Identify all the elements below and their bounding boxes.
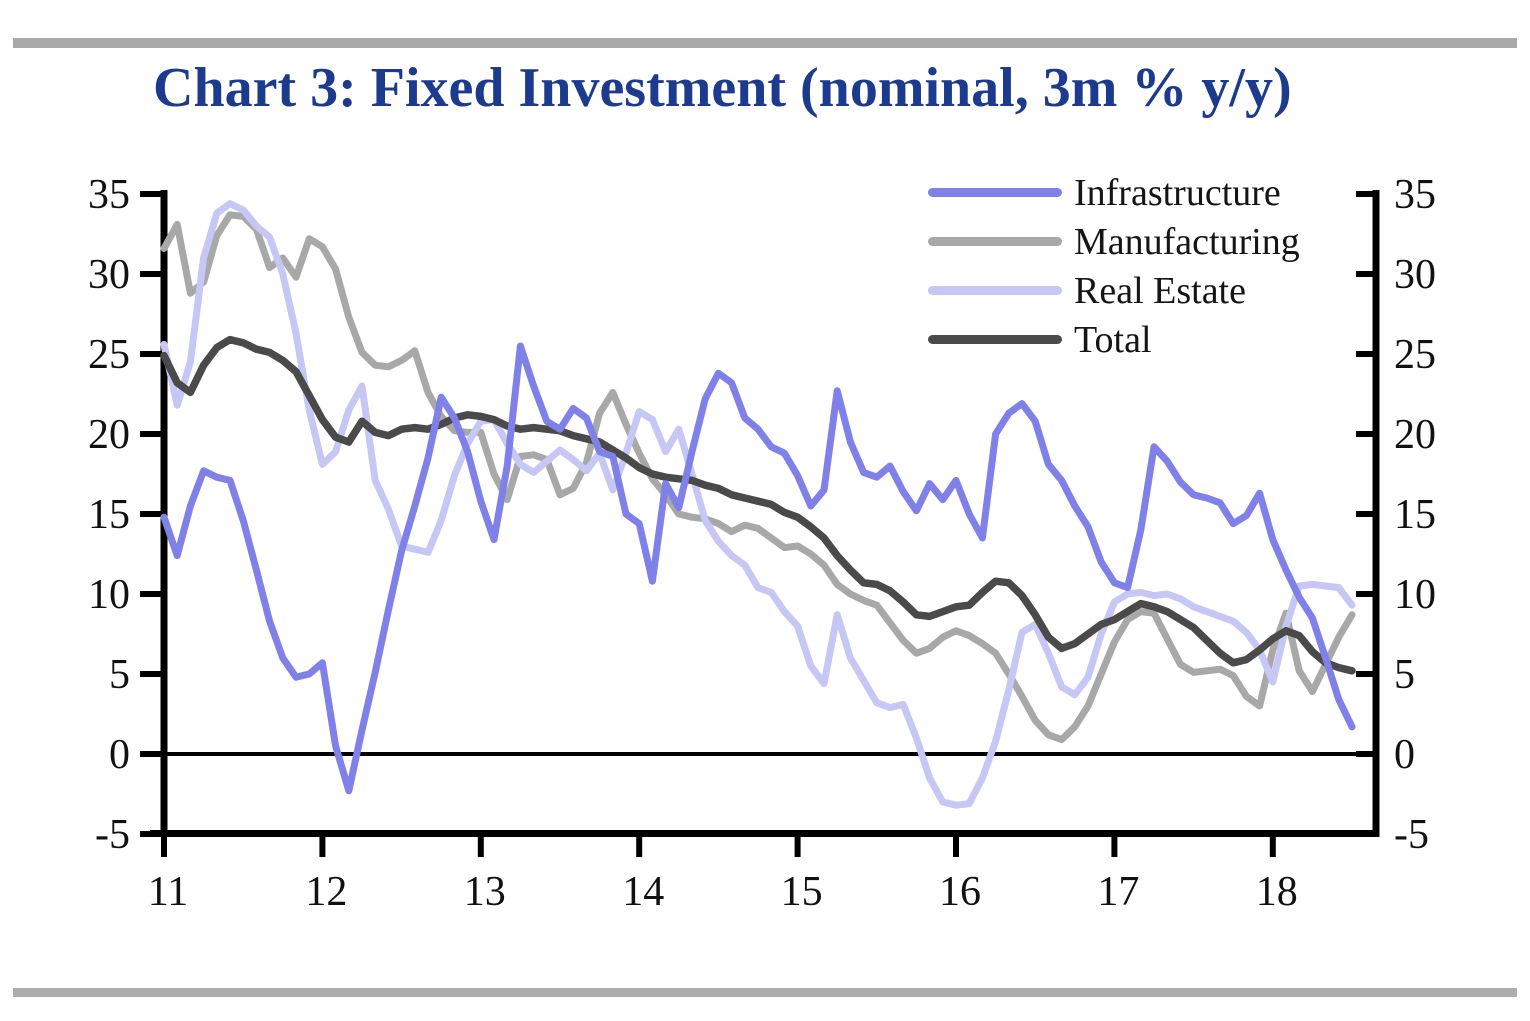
- y-tick-label-right: 0: [1394, 732, 1415, 778]
- legend-swatch-manufacturing: [928, 237, 1062, 246]
- x-tick-label: 11: [148, 869, 188, 915]
- y-tick-label-left: 30: [88, 252, 130, 298]
- y-tick-label-left: 0: [109, 732, 130, 778]
- y-tick-label-left: -5: [95, 812, 130, 858]
- legend-swatch-real-estate: [928, 286, 1062, 295]
- y-tick-label-right: 5: [1394, 652, 1415, 698]
- series-lines: [160, 200, 1356, 809]
- legend-label-infrastructure: Infrastructure: [1074, 171, 1281, 214]
- legend-swatch-total: [928, 335, 1062, 344]
- legend: Infrastructure Manufacturing Real Estate To…: [928, 168, 1300, 364]
- x-tick-label: 18: [1256, 869, 1298, 915]
- x-tick-label: 17: [1097, 869, 1139, 915]
- x-tick-label: 16: [939, 869, 981, 915]
- y-tick-label-left: 15: [88, 492, 130, 538]
- y-tick-label-right: 30: [1394, 252, 1436, 298]
- series-line-real-estate: [160, 200, 1356, 809]
- y-tick-label-left: 20: [88, 412, 130, 458]
- y-tick-label-right: -5: [1394, 812, 1429, 858]
- legend-label-manufacturing: Manufacturing: [1074, 220, 1300, 263]
- legend-item-infrastructure: Infrastructure: [928, 168, 1300, 217]
- legend-swatch-infrastructure: [928, 188, 1062, 197]
- x-tick-label: 15: [781, 869, 823, 915]
- series-line-total: [160, 335, 1356, 675]
- legend-item-total: Total: [928, 315, 1300, 364]
- bottom-divider: [13, 988, 1517, 997]
- y-tick-label-left: 25: [88, 332, 130, 378]
- y-tick-label-right: 35: [1394, 172, 1436, 218]
- y-tick-label-left: 35: [88, 172, 130, 218]
- series-line-manufacturing: [160, 211, 1356, 744]
- y-tick-label-right: 15: [1394, 492, 1436, 538]
- y-tick-label-right: 20: [1394, 412, 1436, 458]
- x-tick-label: 12: [305, 869, 347, 915]
- series-line-infrastructure: [160, 342, 1356, 795]
- y-tick-label-right: 10: [1394, 572, 1436, 618]
- legend-item-real-estate: Real Estate: [928, 266, 1300, 315]
- legend-label-total: Total: [1074, 318, 1152, 361]
- axes: 35 35 30 30 25 25 20 20 15 15 10 10 5 5 0 0 -5 -5 11 12 13 14…: [88, 172, 1436, 915]
- chart-title: Chart 3: Fixed Investment (nominal, 3m %…: [153, 57, 1292, 119]
- y-tick-label-left: 5: [109, 652, 130, 698]
- x-tick-label: 13: [464, 869, 506, 915]
- legend-item-manufacturing: Manufacturing: [928, 217, 1300, 266]
- y-tick-label-left: 10: [88, 572, 130, 618]
- legend-label-real-estate: Real Estate: [1074, 269, 1246, 312]
- top-divider: [13, 38, 1517, 48]
- y-tick-label-right: 25: [1394, 332, 1436, 378]
- x-tick-label: 14: [622, 869, 664, 915]
